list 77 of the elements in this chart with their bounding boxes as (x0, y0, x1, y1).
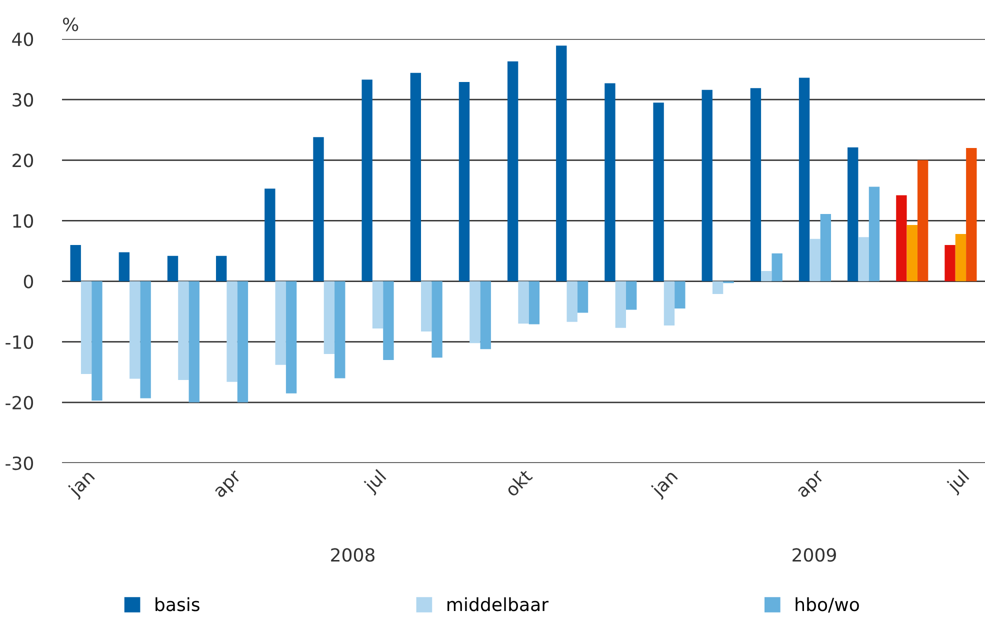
bar (226, 281, 238, 382)
x-tick-label: jul (362, 469, 389, 496)
bar (383, 281, 394, 360)
bar (702, 90, 712, 282)
bar (577, 281, 588, 313)
bar (216, 256, 227, 282)
bar (664, 281, 675, 326)
bar (178, 281, 189, 380)
legend-label: basis (156, 597, 200, 612)
bar (653, 102, 664, 282)
bar (615, 281, 626, 328)
bar (712, 281, 724, 294)
x-tick-label: okt (504, 468, 534, 498)
y-tick-label: 20 (12, 154, 34, 168)
bar (421, 281, 432, 332)
bar (750, 88, 762, 282)
bar (772, 253, 782, 282)
bar (626, 281, 637, 310)
y-tick-label: 10 (13, 214, 34, 228)
bar (118, 252, 130, 282)
bar (868, 186, 880, 282)
bar (566, 281, 578, 322)
bar (275, 281, 286, 365)
bar (362, 80, 372, 282)
bar (528, 281, 540, 324)
bar (810, 238, 820, 282)
bar (955, 234, 966, 282)
bar (480, 281, 491, 350)
bar (237, 281, 248, 402)
text: 2009 (792, 548, 836, 562)
y-tick-label: 0 (24, 274, 34, 288)
legend-label: middelbaar (448, 597, 549, 612)
bar (966, 148, 977, 282)
bar (286, 281, 297, 394)
bar (761, 270, 772, 282)
x-tick-label: jan (66, 468, 98, 500)
x-tick-label: apr (797, 470, 828, 501)
bar (944, 244, 956, 282)
bar (507, 61, 518, 282)
bar (906, 224, 918, 282)
bar (92, 281, 102, 401)
bar (140, 281, 151, 398)
bar (167, 256, 178, 282)
y-tick-label: 30 (12, 93, 34, 107)
y-tick-label: -20 (6, 396, 34, 410)
y-axis-title: % (62, 18, 78, 32)
y-tick-label: -10 (6, 335, 34, 349)
bar (518, 281, 529, 324)
bar (848, 147, 858, 282)
bar (130, 281, 140, 379)
bar (70, 244, 81, 282)
bar (917, 160, 928, 282)
bar (324, 281, 335, 354)
bar (264, 188, 276, 282)
bar (188, 281, 200, 402)
bar (432, 281, 442, 358)
x-tick-label: jan (650, 468, 681, 500)
bar (604, 83, 616, 282)
legend-label: hbo/wo (796, 597, 859, 613)
bar (458, 82, 470, 282)
bar (674, 281, 686, 309)
bar (372, 281, 384, 329)
bar (556, 46, 567, 282)
bar (334, 281, 346, 378)
x-tick-label: jul (945, 469, 972, 496)
x-tick-label: apr (214, 470, 244, 501)
bar (858, 237, 869, 282)
bar (820, 214, 832, 282)
bar (313, 137, 324, 282)
y-tick-label: 40 (12, 32, 34, 46)
text: 2008 (331, 548, 374, 562)
y-tick-label: -30 (6, 456, 34, 470)
bar (470, 281, 480, 344)
bar (410, 72, 421, 282)
bar (896, 195, 907, 282)
bar (798, 78, 810, 282)
bar (80, 281, 92, 374)
